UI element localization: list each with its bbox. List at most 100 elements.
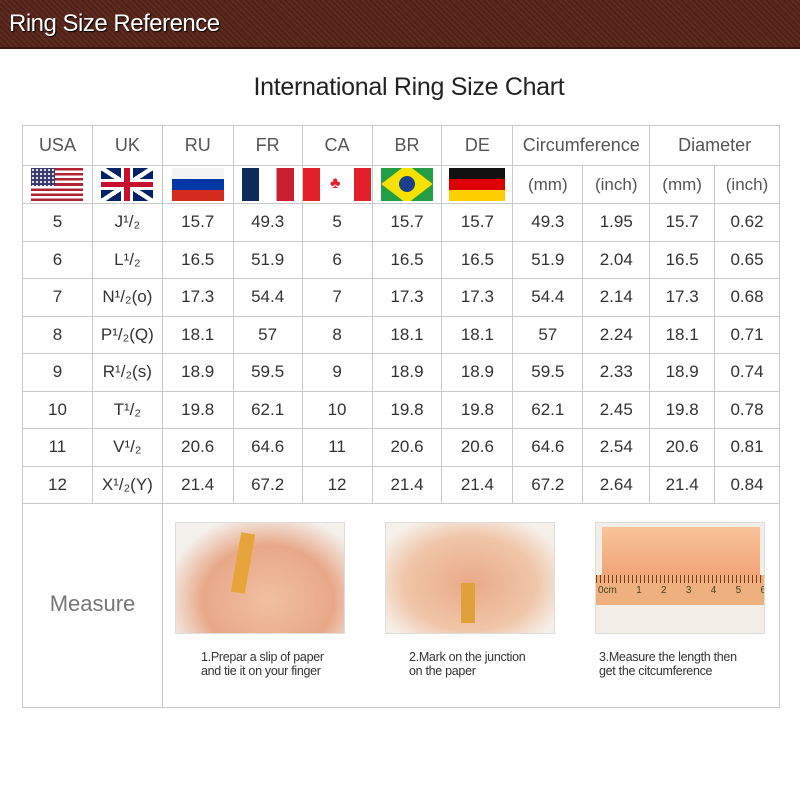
table-cell: 8 [301, 315, 373, 354]
col-diameter: Diameter [649, 125, 780, 166]
ruler-label: 0cm [598, 585, 617, 596]
table-cell: 18.9 [441, 353, 514, 392]
table-cell: 15.7 [371, 203, 443, 242]
table-cell: 0.62 [714, 203, 780, 242]
table-cell: T¹/₂ [91, 390, 163, 429]
table-cell: 15.7 [649, 203, 716, 242]
table-cell: 17.3 [161, 278, 234, 317]
table-cell: 59.5 [232, 353, 303, 392]
header-bar: Ring Size Reference [0, 0, 800, 49]
table-cell: 20.6 [649, 428, 716, 467]
table-cell: 49.3 [512, 203, 584, 242]
ruler-label: 4 [710, 585, 717, 596]
unit-circ-inch: (inch) [582, 165, 651, 204]
table-cell: 2.54 [582, 428, 651, 467]
table-row: 6 L¹/₂ 16.5 51.9 6 16.5 16.5 51.9 2.04 16.5 0.65 [22, 240, 780, 279]
table-cell: 15.7 [441, 203, 514, 242]
col-usa: USA [22, 125, 93, 166]
table-cell: V¹/₂ [91, 428, 163, 467]
uk-flag-icon [101, 168, 154, 201]
table-cell: 18.9 [161, 353, 234, 392]
table-cell: X¹/₂(Y) [91, 465, 163, 504]
table-cell: 51.9 [512, 240, 584, 279]
ruler-label: 1 [636, 585, 642, 596]
col-br: BR [371, 125, 443, 166]
table-cell: 57 [232, 315, 303, 354]
col-fr: FR [232, 125, 303, 166]
measure-section: Measure 0cm 1 2 3 4 5 6 1.Prepar a slip of pap… [22, 500, 780, 708]
col-uk: UK [91, 125, 163, 166]
table-cell: 67.2 [232, 465, 303, 504]
step2-caption: 2.Mark on the junction on the paper [409, 650, 526, 678]
table-cell: 20.6 [371, 428, 443, 467]
ruler-label: 2 [661, 585, 667, 596]
table-cell: 18.1 [161, 315, 234, 354]
table-cell: 7 [301, 278, 373, 317]
table-cell: 0.68 [714, 278, 780, 317]
table-cell: 9 [22, 353, 93, 392]
table-cell: 10 [301, 390, 373, 429]
table-cell: 6 [301, 240, 373, 279]
table-cell: N¹/₂(o) [91, 278, 163, 317]
table-cell: 62.1 [512, 390, 584, 429]
table-row: 5 J¹/₂ 15.7 49.3 5 15.7 15.7 49.3 1.95 15.7 0.62 [22, 203, 780, 242]
table-cell: 12 [301, 465, 373, 504]
chart-title: International Ring Size Chart [253, 73, 565, 101]
step1-photo [175, 522, 345, 634]
table-cell: 10 [22, 390, 93, 429]
usa-flag-icon [31, 168, 84, 201]
table-cell: 19.8 [161, 390, 234, 429]
table-cell: 5 [301, 203, 373, 242]
table-cell: 15.7 [161, 203, 234, 242]
table-cell: J¹/₂ [91, 203, 163, 242]
table-cell: 51.9 [232, 240, 303, 279]
table-cell: 18.1 [371, 315, 443, 354]
table-cell: 21.4 [441, 465, 514, 504]
unit-circ-mm: (mm) [512, 165, 584, 204]
table-cell: 62.1 [232, 390, 303, 429]
table-cell: 64.6 [512, 428, 584, 467]
header-title: Ring Size Reference [9, 10, 220, 37]
table-cell: 2.64 [582, 465, 651, 504]
col-de: DE [441, 125, 514, 166]
caption-line: 2.Mark on the junction [409, 650, 526, 664]
table-cell: 2.33 [582, 353, 651, 392]
table-row: 10 T¹/₂ 19.8 62.1 10 19.8 19.8 62.1 2.45 19.8 0.78 [22, 390, 780, 429]
table-cell: 21.4 [371, 465, 443, 504]
unit-diam-inch: (inch) [714, 165, 780, 204]
table-cell: 20.6 [161, 428, 234, 467]
table-cell: P¹/₂(Q) [91, 315, 163, 354]
table-row: 11 V¹/₂ 20.6 64.6 11 20.6 20.6 64.6 2.54 20.6 0.81 [22, 428, 780, 467]
table-cell: 1.95 [582, 203, 651, 242]
table-cell: 0.71 [714, 315, 780, 354]
col-circumference: Circumference [512, 125, 651, 166]
table-cell: 12 [22, 465, 93, 504]
col-ru: RU [161, 125, 234, 166]
table-cell: 21.4 [649, 465, 716, 504]
table-cell: 21.4 [161, 465, 234, 504]
table-cell: 19.8 [649, 390, 716, 429]
caption-line: on the paper [409, 664, 476, 678]
table-cell: 18.9 [371, 353, 443, 392]
table-cell: 9 [301, 353, 373, 392]
table-cell: 6 [22, 240, 93, 279]
caption-line: and tie it on your finger [201, 664, 321, 678]
russia-flag-icon [171, 168, 224, 201]
table-cell: 0.84 [714, 465, 780, 504]
table-cell: 2.24 [582, 315, 651, 354]
caption-line: 3.Measure the length then [599, 650, 737, 664]
table-cell: 57 [512, 315, 584, 354]
col-ca: CA [301, 125, 373, 166]
table-cell: 0.65 [714, 240, 780, 279]
table-cell: 19.8 [371, 390, 443, 429]
table-cell: 0.78 [714, 390, 780, 429]
table-cell: 7 [22, 278, 93, 317]
table-cell: 49.3 [232, 203, 303, 242]
table-cell: 18.1 [441, 315, 514, 354]
table-cell: 17.3 [441, 278, 514, 317]
table-cell: 11 [22, 428, 93, 467]
table-cell: 59.5 [512, 353, 584, 392]
table-cell: 54.4 [232, 278, 303, 317]
france-flag-icon [241, 168, 294, 201]
table-cell: 67.2 [512, 465, 584, 504]
